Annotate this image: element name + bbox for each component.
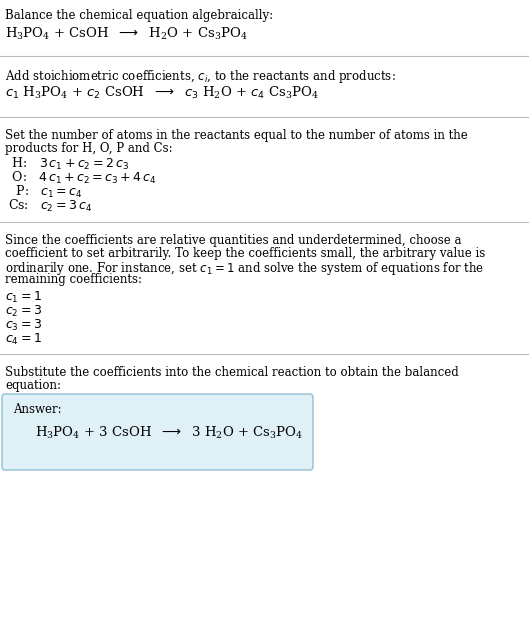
Text: O:   $4\,c_1 + c_2 = c_3 + 4\,c_4$: O: $4\,c_1 + c_2 = c_3 + 4\,c_4$ [8, 170, 157, 186]
Text: coefficient to set arbitrarily. To keep the coefficients small, the arbitrary va: coefficient to set arbitrarily. To keep … [5, 247, 485, 260]
Text: equation:: equation: [5, 379, 61, 392]
Text: $c_1 = 1$: $c_1 = 1$ [5, 290, 42, 305]
Text: Since the coefficients are relative quantities and underdetermined, choose a: Since the coefficients are relative quan… [5, 234, 461, 247]
Text: $\mathregular{H_3PO_4}$ + CsOH  $\longrightarrow$  $\mathregular{H_2O}$ + $\math: $\mathregular{H_3PO_4}$ + CsOH $\longrig… [5, 26, 248, 42]
Text: Cs:   $c_2 = 3\,c_4$: Cs: $c_2 = 3\,c_4$ [8, 198, 92, 214]
Text: ordinarily one. For instance, set $c_1 = 1$ and solve the system of equations fo: ordinarily one. For instance, set $c_1 =… [5, 260, 484, 277]
Text: Answer:: Answer: [13, 403, 61, 416]
Text: H:   $3\,c_1 + c_2 = 2\,c_3$: H: $3\,c_1 + c_2 = 2\,c_3$ [8, 156, 129, 172]
Text: Balance the chemical equation algebraically:: Balance the chemical equation algebraica… [5, 9, 273, 22]
Text: Add stoichiometric coefficients, $c_i$, to the reactants and products:: Add stoichiometric coefficients, $c_i$, … [5, 68, 396, 85]
Text: $c_2 = 3$: $c_2 = 3$ [5, 304, 42, 319]
Text: P:   $c_1 = c_4$: P: $c_1 = c_4$ [8, 184, 83, 200]
Text: products for H, O, P and Cs:: products for H, O, P and Cs: [5, 142, 172, 155]
FancyBboxPatch shape [2, 394, 313, 470]
Text: $c_1$ $\mathregular{H_3PO_4}$ + $c_2$ CsOH  $\longrightarrow$  $c_3$ $\mathregul: $c_1$ $\mathregular{H_3PO_4}$ + $c_2$ Cs… [5, 85, 319, 101]
Text: $c_4 = 1$: $c_4 = 1$ [5, 332, 42, 347]
Text: $c_3 = 3$: $c_3 = 3$ [5, 318, 42, 333]
Text: $\mathregular{H_3PO_4}$ + 3 CsOH  $\longrightarrow$  3 $\mathregular{H_2O}$ + $\: $\mathregular{H_3PO_4}$ + 3 CsOH $\longr… [35, 425, 303, 441]
Text: Set the number of atoms in the reactants equal to the number of atoms in the: Set the number of atoms in the reactants… [5, 129, 468, 142]
Text: remaining coefficients:: remaining coefficients: [5, 273, 142, 286]
Text: Substitute the coefficients into the chemical reaction to obtain the balanced: Substitute the coefficients into the che… [5, 366, 459, 379]
